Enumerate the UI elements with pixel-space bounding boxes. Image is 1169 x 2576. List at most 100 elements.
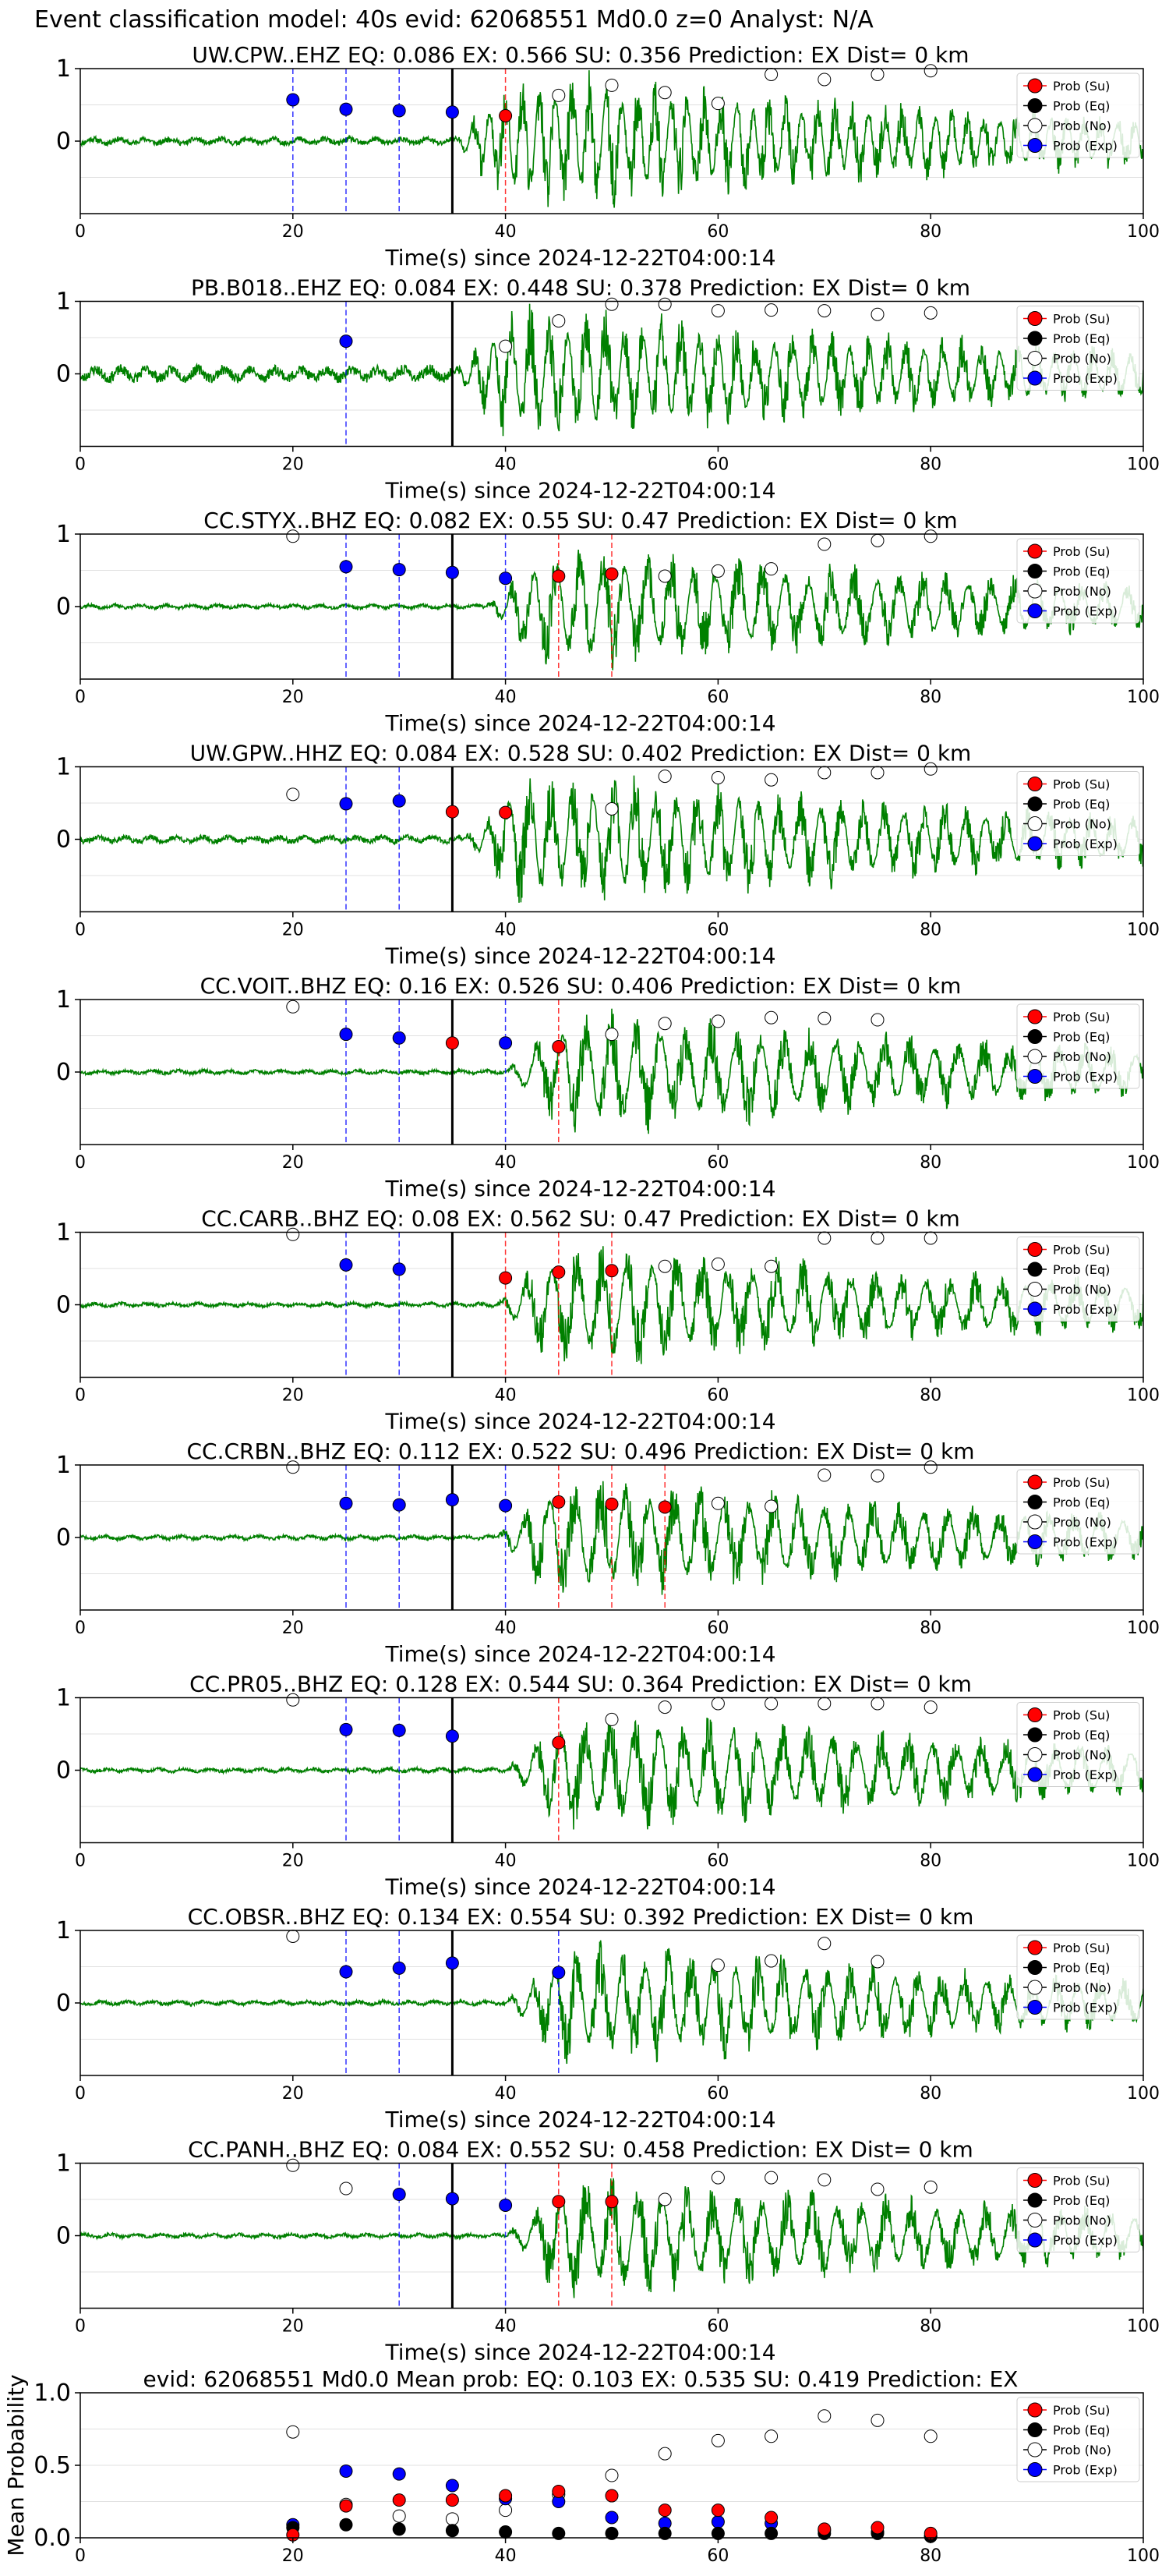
legend-marker-exp	[1027, 1069, 1043, 1084]
point-no	[711, 304, 725, 318]
point-su	[552, 2484, 566, 2498]
x-tick-label: 100	[1127, 1619, 1160, 1638]
legend-box	[1016, 1469, 1140, 1555]
point-no	[871, 1231, 885, 1245]
legend-label-eq: Prob (Eq)	[1053, 1030, 1110, 1045]
legend-label-no: Prob (No)	[1053, 1515, 1111, 1530]
x-tick-label: 0	[75, 688, 86, 707]
panel-title: PB.B018..EHZ EQ: 0.084 EX: 0.448 SU: 0.3…	[191, 275, 970, 301]
chart-panel-7: 0 20 40 60 80 100 0 1 CC.CRBN..BHZ EQ: 0.112 EX:…	[56, 1438, 1160, 1667]
x-tick-label: 40	[495, 1153, 517, 1173]
x-tick-label: 40	[495, 1619, 517, 1638]
x-axis-label: Time(s) since 2024-12-22T04:00:14	[384, 245, 775, 271]
x-tick-label: 80	[920, 1153, 941, 1173]
point-no	[605, 78, 619, 92]
point-no	[658, 770, 672, 784]
legend-marker-eq	[1027, 1960, 1043, 1975]
x-tick-label: 40	[495, 2546, 517, 2566]
waveform-line	[80, 70, 1143, 208]
point-su	[765, 2511, 779, 2525]
legend-box	[1016, 1702, 1140, 1787]
point-exp	[339, 1722, 353, 1736]
legend-marker-su	[1027, 2173, 1043, 2188]
point-su	[552, 1495, 566, 1509]
chart-panel-9: 0 20 40 60 80 100 0 1 CC.OBSR..BHZ EQ: 0.134 EX:…	[56, 1904, 1160, 2132]
point-no	[924, 64, 938, 78]
legend-label-eq: Prob (Eq)	[1053, 2423, 1110, 2438]
point-exp	[392, 563, 406, 577]
legend-box	[1016, 771, 1140, 856]
x-tick-label: 80	[920, 921, 941, 940]
y-tick-label: 1.0	[34, 2380, 71, 2407]
point-no	[765, 1259, 779, 1273]
legend-label-no: Prob (No)	[1053, 352, 1111, 366]
point-exp	[445, 1956, 459, 1970]
legend-marker-su	[1027, 2402, 1043, 2418]
legend-marker-no	[1027, 1282, 1043, 1297]
y-tick-label: 0.5	[34, 2452, 71, 2479]
point-no	[658, 569, 672, 583]
legend-label-no: Prob (No)	[1053, 1049, 1111, 1064]
point-no	[924, 1460, 938, 1474]
point-no	[552, 88, 566, 102]
x-tick-label: 40	[495, 921, 517, 940]
legend-label-exp: Prob (Exp)	[1053, 2001, 1118, 2015]
x-tick-label: 80	[920, 2546, 941, 2566]
point-exp	[339, 797, 353, 811]
point-no	[711, 1697, 725, 1711]
point-su	[605, 567, 619, 581]
x-tick-label: 100	[1127, 2084, 1160, 2104]
point-no	[339, 2181, 353, 2196]
point-exp	[445, 1729, 459, 1743]
x-tick-label: 20	[282, 455, 304, 475]
legend-marker-eq	[1027, 2422, 1043, 2437]
chart-panel-3: 0 20 40 60 80 100 0 1 CC.STYX..BHZ EQ: 0.082 EX:…	[56, 508, 1160, 736]
point-exp	[339, 1965, 353, 1979]
legend-label-exp: Prob (Exp)	[1053, 371, 1118, 386]
point-no	[818, 1231, 832, 1245]
x-axis-label: Time(s) since 2024-12-22T04:00:14	[384, 2340, 775, 2365]
legend-marker-exp	[1027, 2000, 1043, 2015]
y-tick-label: 1	[56, 2150, 71, 2178]
y-tick-label: 0	[56, 593, 71, 621]
legend-marker-exp	[1027, 2232, 1043, 2248]
point-no	[765, 67, 779, 81]
legend-label-su: Prob (Su)	[1053, 2174, 1110, 2189]
point-no	[924, 762, 938, 776]
legend-marker-su	[1027, 78, 1043, 94]
point-no	[499, 2503, 513, 2518]
x-tick-label: 0	[75, 455, 86, 475]
point-su	[499, 805, 513, 819]
legend-marker-su	[1027, 777, 1043, 791]
legend-label-eq: Prob (Eq)	[1053, 99, 1110, 114]
point-eq	[552, 2526, 566, 2540]
point-exp	[445, 105, 459, 119]
point-no	[286, 2425, 300, 2439]
point-no	[765, 2171, 779, 2185]
y-tick-label: 1	[56, 521, 71, 548]
x-tick-label: 0	[75, 222, 86, 242]
point-exp	[445, 1493, 459, 1507]
point-su	[552, 569, 566, 583]
point-no	[658, 1700, 672, 1714]
x-tick-label: 0	[75, 1153, 86, 1173]
point-no	[871, 1697, 885, 1711]
x-tick-label: 100	[1127, 2317, 1160, 2337]
x-tick-label: 40	[495, 2317, 517, 2337]
x-tick-label: 60	[707, 455, 729, 475]
chart-panel-8: 0 20 40 60 80 100 0 1 CC.PR05..BHZ EQ: 0.128 EX:…	[56, 1672, 1160, 1900]
legend-marker-no	[1027, 583, 1043, 599]
y-tick-label: 1	[56, 1685, 71, 1712]
legend-box	[1016, 2167, 1140, 2252]
point-su	[499, 2489, 513, 2503]
x-tick-label: 20	[282, 688, 304, 707]
y-tick-label: 0	[56, 2223, 71, 2250]
panel-title: UW.GPW..HHZ EQ: 0.084 EX: 0.528 SU: 0.40…	[190, 741, 972, 766]
x-tick-label: 60	[707, 2317, 729, 2337]
point-no	[871, 2413, 885, 2427]
point-no	[286, 2158, 300, 2172]
point-exp	[499, 1036, 513, 1050]
point-no	[924, 1231, 938, 1245]
point-exp	[499, 1499, 513, 1513]
